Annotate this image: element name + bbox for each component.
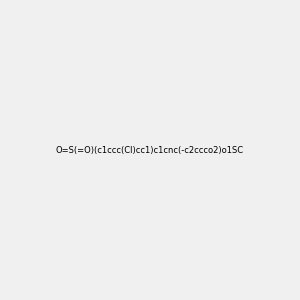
Text: O=S(=O)(c1ccc(Cl)cc1)c1cnc(-c2ccco2)o1SC: O=S(=O)(c1ccc(Cl)cc1)c1cnc(-c2ccco2)o1SC bbox=[56, 146, 244, 154]
